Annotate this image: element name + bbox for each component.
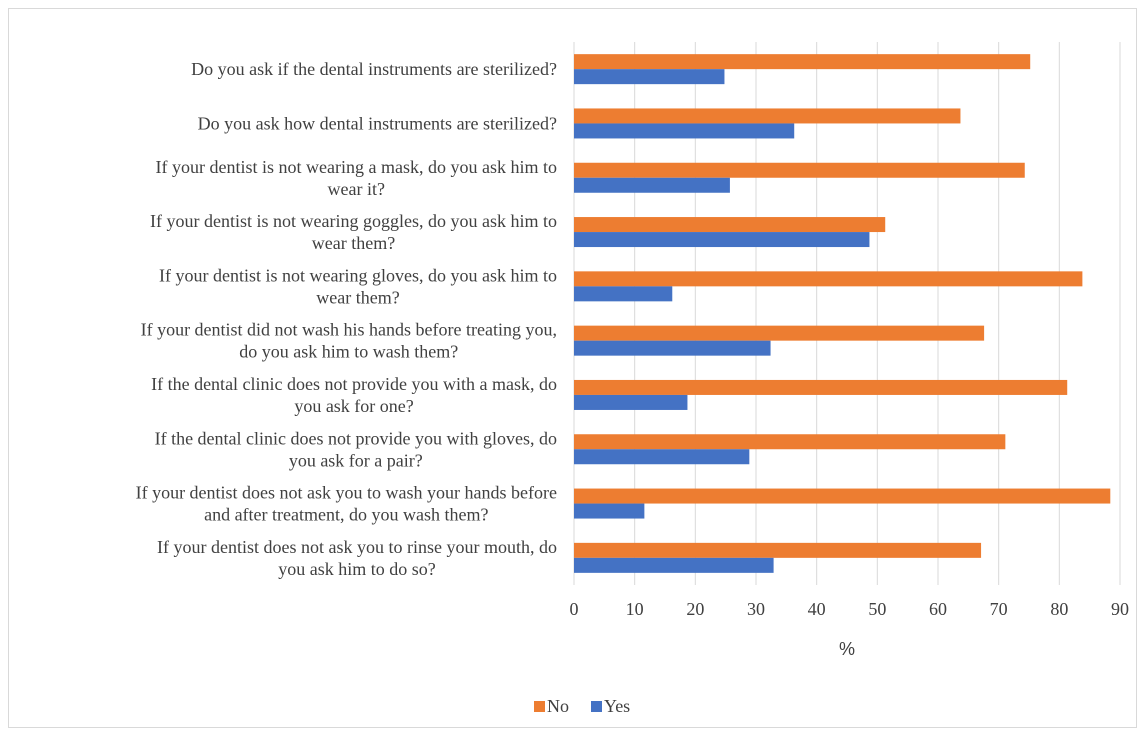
category-label-line: If your dentist is not wearing goggles, … xyxy=(150,211,557,231)
category-label-line: you ask for one? xyxy=(294,396,413,416)
category-label-line: you ask for a pair? xyxy=(289,450,423,470)
x-tick-label: 90 xyxy=(1111,599,1129,619)
category-label-line: If the dental clinic does not provide yo… xyxy=(155,428,557,448)
x-tick-label: 20 xyxy=(686,599,704,619)
legend-swatch-no xyxy=(534,701,545,712)
bar-no xyxy=(574,542,982,558)
bar-yes xyxy=(574,340,771,356)
category-label-line: wear them? xyxy=(312,233,395,253)
bar-yes xyxy=(574,503,645,519)
category-label-line: wear it? xyxy=(328,179,385,199)
bar-no xyxy=(574,325,985,341)
category-label: If the dental clinic does not provide yo… xyxy=(151,374,557,416)
bar-yes xyxy=(574,394,688,410)
category-label: If your dentist did not wash his hands b… xyxy=(141,320,557,362)
legend-label-yes: Yes xyxy=(604,696,630,716)
bar-no xyxy=(574,217,886,233)
category-label-line: If your dentist did not wash his hands b… xyxy=(141,320,557,340)
category-label: If your dentist is not wearing goggles, … xyxy=(150,211,557,253)
bar-no xyxy=(574,379,1068,395)
category-label: If your dentist is not wearing gloves, d… xyxy=(159,265,557,307)
x-tick-label: 50 xyxy=(868,599,886,619)
category-label-line: wear them? xyxy=(316,287,399,307)
bar-yes xyxy=(574,557,774,573)
category-label: If the dental clinic does not provide yo… xyxy=(155,428,557,470)
category-label-line: Do you ask if the dental instruments are… xyxy=(191,59,557,79)
legend-swatch-yes xyxy=(591,701,602,712)
category-label-line: and after treatment, do you wash them? xyxy=(204,505,488,525)
bar-no xyxy=(574,271,1083,287)
x-axis-title: % xyxy=(839,639,855,659)
category-label: If your dentist does not ask you to rins… xyxy=(157,537,557,579)
bar-no xyxy=(574,488,1111,504)
bar-no xyxy=(574,434,1006,450)
bar-yes xyxy=(574,69,725,85)
category-label-line: If your dentist is not wearing a mask, d… xyxy=(156,157,557,177)
x-tick-label: 60 xyxy=(929,599,947,619)
category-label-line: If your dentist does not ask you to wash… xyxy=(136,483,557,503)
x-tick-label: 70 xyxy=(990,599,1008,619)
category-label: If your dentist is not wearing a mask, d… xyxy=(156,157,557,199)
x-tick-label: 80 xyxy=(1050,599,1068,619)
bar-no xyxy=(574,54,1031,70)
bar-yes xyxy=(574,177,730,193)
category-label-line: you ask him to do so? xyxy=(278,559,436,579)
category-label-line: If the dental clinic does not provide yo… xyxy=(151,374,557,394)
bar-yes xyxy=(574,232,870,248)
x-tick-label: 30 xyxy=(747,599,765,619)
bar-yes xyxy=(574,123,795,139)
category-label-line: do you ask him to wash them? xyxy=(239,342,458,362)
bar-yes xyxy=(574,449,750,465)
bar-no xyxy=(574,108,961,124)
x-tick-label: 10 xyxy=(626,599,644,619)
x-tick-label: 40 xyxy=(808,599,826,619)
bar-yes xyxy=(574,286,673,302)
category-label-line: If your dentist does not ask you to rins… xyxy=(157,537,557,557)
category-label: If your dentist does not ask you to wash… xyxy=(136,483,557,525)
chart-frame xyxy=(8,8,1137,728)
category-label: Do you ask how dental instruments are st… xyxy=(198,113,557,133)
category-label: Do you ask if the dental instruments are… xyxy=(191,59,557,79)
bar-no xyxy=(574,162,1025,178)
category-label-line: Do you ask how dental instruments are st… xyxy=(198,113,557,133)
category-label-line: If your dentist is not wearing gloves, d… xyxy=(159,265,557,285)
legend-label-no: No xyxy=(547,696,569,716)
x-tick-label: 0 xyxy=(570,599,579,619)
